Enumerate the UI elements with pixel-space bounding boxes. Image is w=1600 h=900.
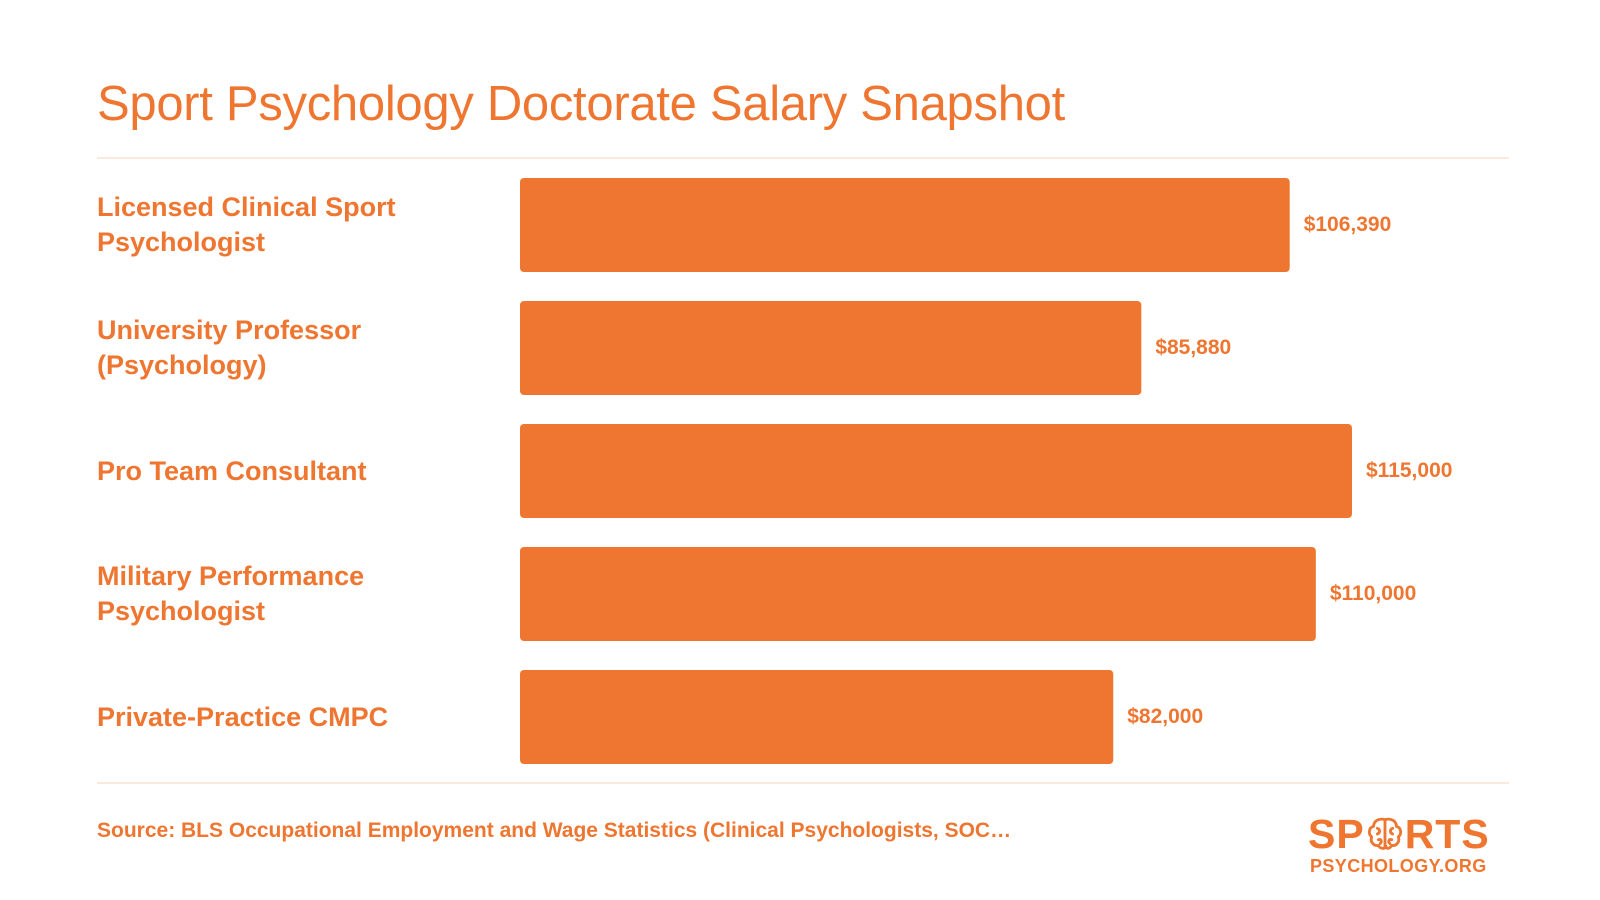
category-label: Private-Practice CMPC [97,701,389,732]
bar-4 [520,670,1114,764]
value-label: $110,000 [1329,582,1417,605]
brain-icon [1367,817,1402,850]
value-label: $115,000 [1366,459,1453,482]
logo-subtext: PSYCHOLOGY.ORG [1310,856,1487,876]
category-label: Pro Team Consultant [97,455,367,486]
bottom-divider [97,782,1509,784]
logo-text-end: RTS [1404,811,1490,857]
logo-wordmark: SP RTS [1308,812,1490,856]
value-label: $85,880 [1155,336,1232,359]
logo-text-start: SP [1308,811,1365,857]
category-label: University Professor (Psychology) [97,315,362,380]
sportspsychology-logo[interactable]: SP RTS PSYCHOLOGY.ORG [1308,812,1508,876]
value-label: $106,390 [1303,213,1392,236]
top-divider [97,157,1509,159]
bar-3 [520,547,1316,641]
bar-2 [520,424,1352,518]
chart-title: Sport Psychology Doctorate Salary Snapsh… [97,77,1065,131]
source-note: Source: BLS Occupational Employment and … [97,819,1012,842]
category-label: Military Performance Psychologist [97,561,365,626]
value-label: $82,000 [1127,705,1204,728]
category-label: Licensed Clinical Sport Psychologist [97,192,396,257]
bar-0 [520,178,1290,272]
bar-1 [520,301,1142,395]
